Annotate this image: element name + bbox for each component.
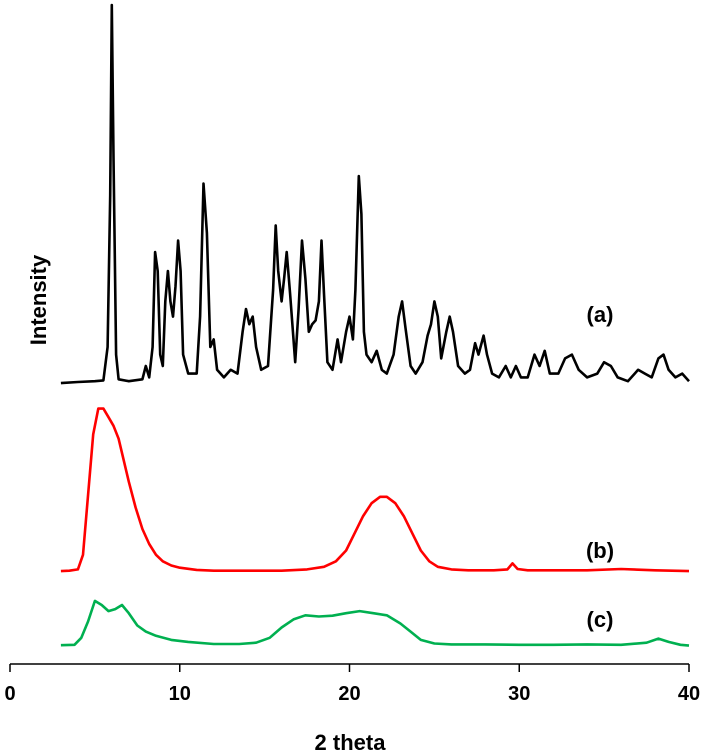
- x-tick-label: 30: [508, 683, 530, 705]
- series-label-a: (a): [587, 302, 614, 327]
- series-layer: [60, 3, 690, 647]
- series-label-b: (b): [586, 538, 614, 563]
- x-tick-label: 10: [169, 683, 191, 705]
- series-label-c: (c): [587, 607, 614, 632]
- x-tick-label: 40: [678, 683, 700, 705]
- x-tick-label: 0: [4, 683, 15, 705]
- series-line-b: [60, 407, 690, 573]
- x-tick-label: 20: [338, 683, 360, 705]
- x-axis-title: 2 theta: [315, 730, 387, 755]
- series-line-a: [60, 3, 690, 385]
- series-line-c: [60, 599, 690, 647]
- y-axis-title: Intensity: [26, 254, 51, 345]
- x-ticks: 0 10 20 30 40: [4, 664, 700, 705]
